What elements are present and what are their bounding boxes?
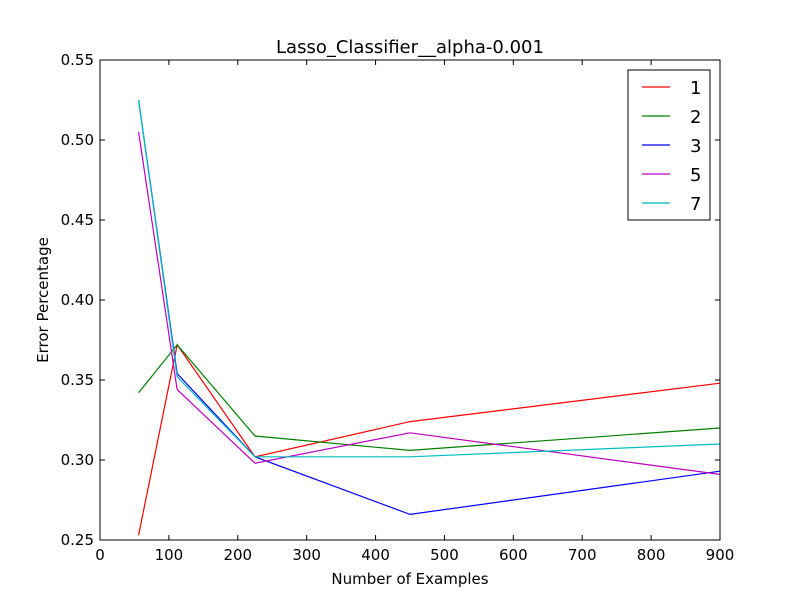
y-tick-label: 0.30 [61, 451, 94, 469]
series-line-7 [137, 99, 721, 458]
y-tick-label: 0.35 [61, 371, 94, 389]
series-layer [137, 99, 721, 536]
legend-label-3: 3 [690, 136, 701, 157]
x-axis-label: Number of Examples [331, 570, 488, 588]
x-tick-label: 100 [155, 546, 184, 564]
legend-label-1: 1 [690, 78, 701, 99]
x-tick-label: 200 [223, 546, 252, 564]
y-tick-label: 0.55 [61, 51, 94, 69]
x-tick-label: 400 [361, 546, 390, 564]
y-tick-label: 0.40 [61, 291, 94, 309]
x-tick-label: 900 [706, 546, 735, 564]
y-tick-label: 0.50 [61, 131, 94, 149]
x-tick-label: 600 [499, 546, 528, 564]
y-tick-label: 0.25 [61, 531, 94, 549]
series-line-5 [137, 131, 721, 475]
legend: 1 2 3 5 7 [627, 69, 711, 221]
legend-label-5: 5 [690, 165, 701, 186]
tick-layer: 0 100 200 300 400 500 600 700 800 900 0.25 0.30 0.35… [61, 51, 735, 564]
y-axis-label: Error Percentage [34, 237, 52, 363]
x-tick-label: 300 [292, 546, 321, 564]
x-tick-label: 0 [95, 546, 105, 564]
x-tick-label: 500 [430, 546, 459, 564]
x-tick-label: 800 [637, 546, 666, 564]
legend-label-2: 2 [690, 107, 701, 128]
series-line-2 [138, 343, 721, 452]
chart-title: Lasso_Classifier__alpha-0.001 [276, 37, 544, 58]
legend-label-7: 7 [690, 194, 701, 215]
y-tick-label: 0.45 [61, 211, 94, 229]
x-tick-label: 700 [568, 546, 597, 564]
plot-area-frame [99, 59, 721, 541]
